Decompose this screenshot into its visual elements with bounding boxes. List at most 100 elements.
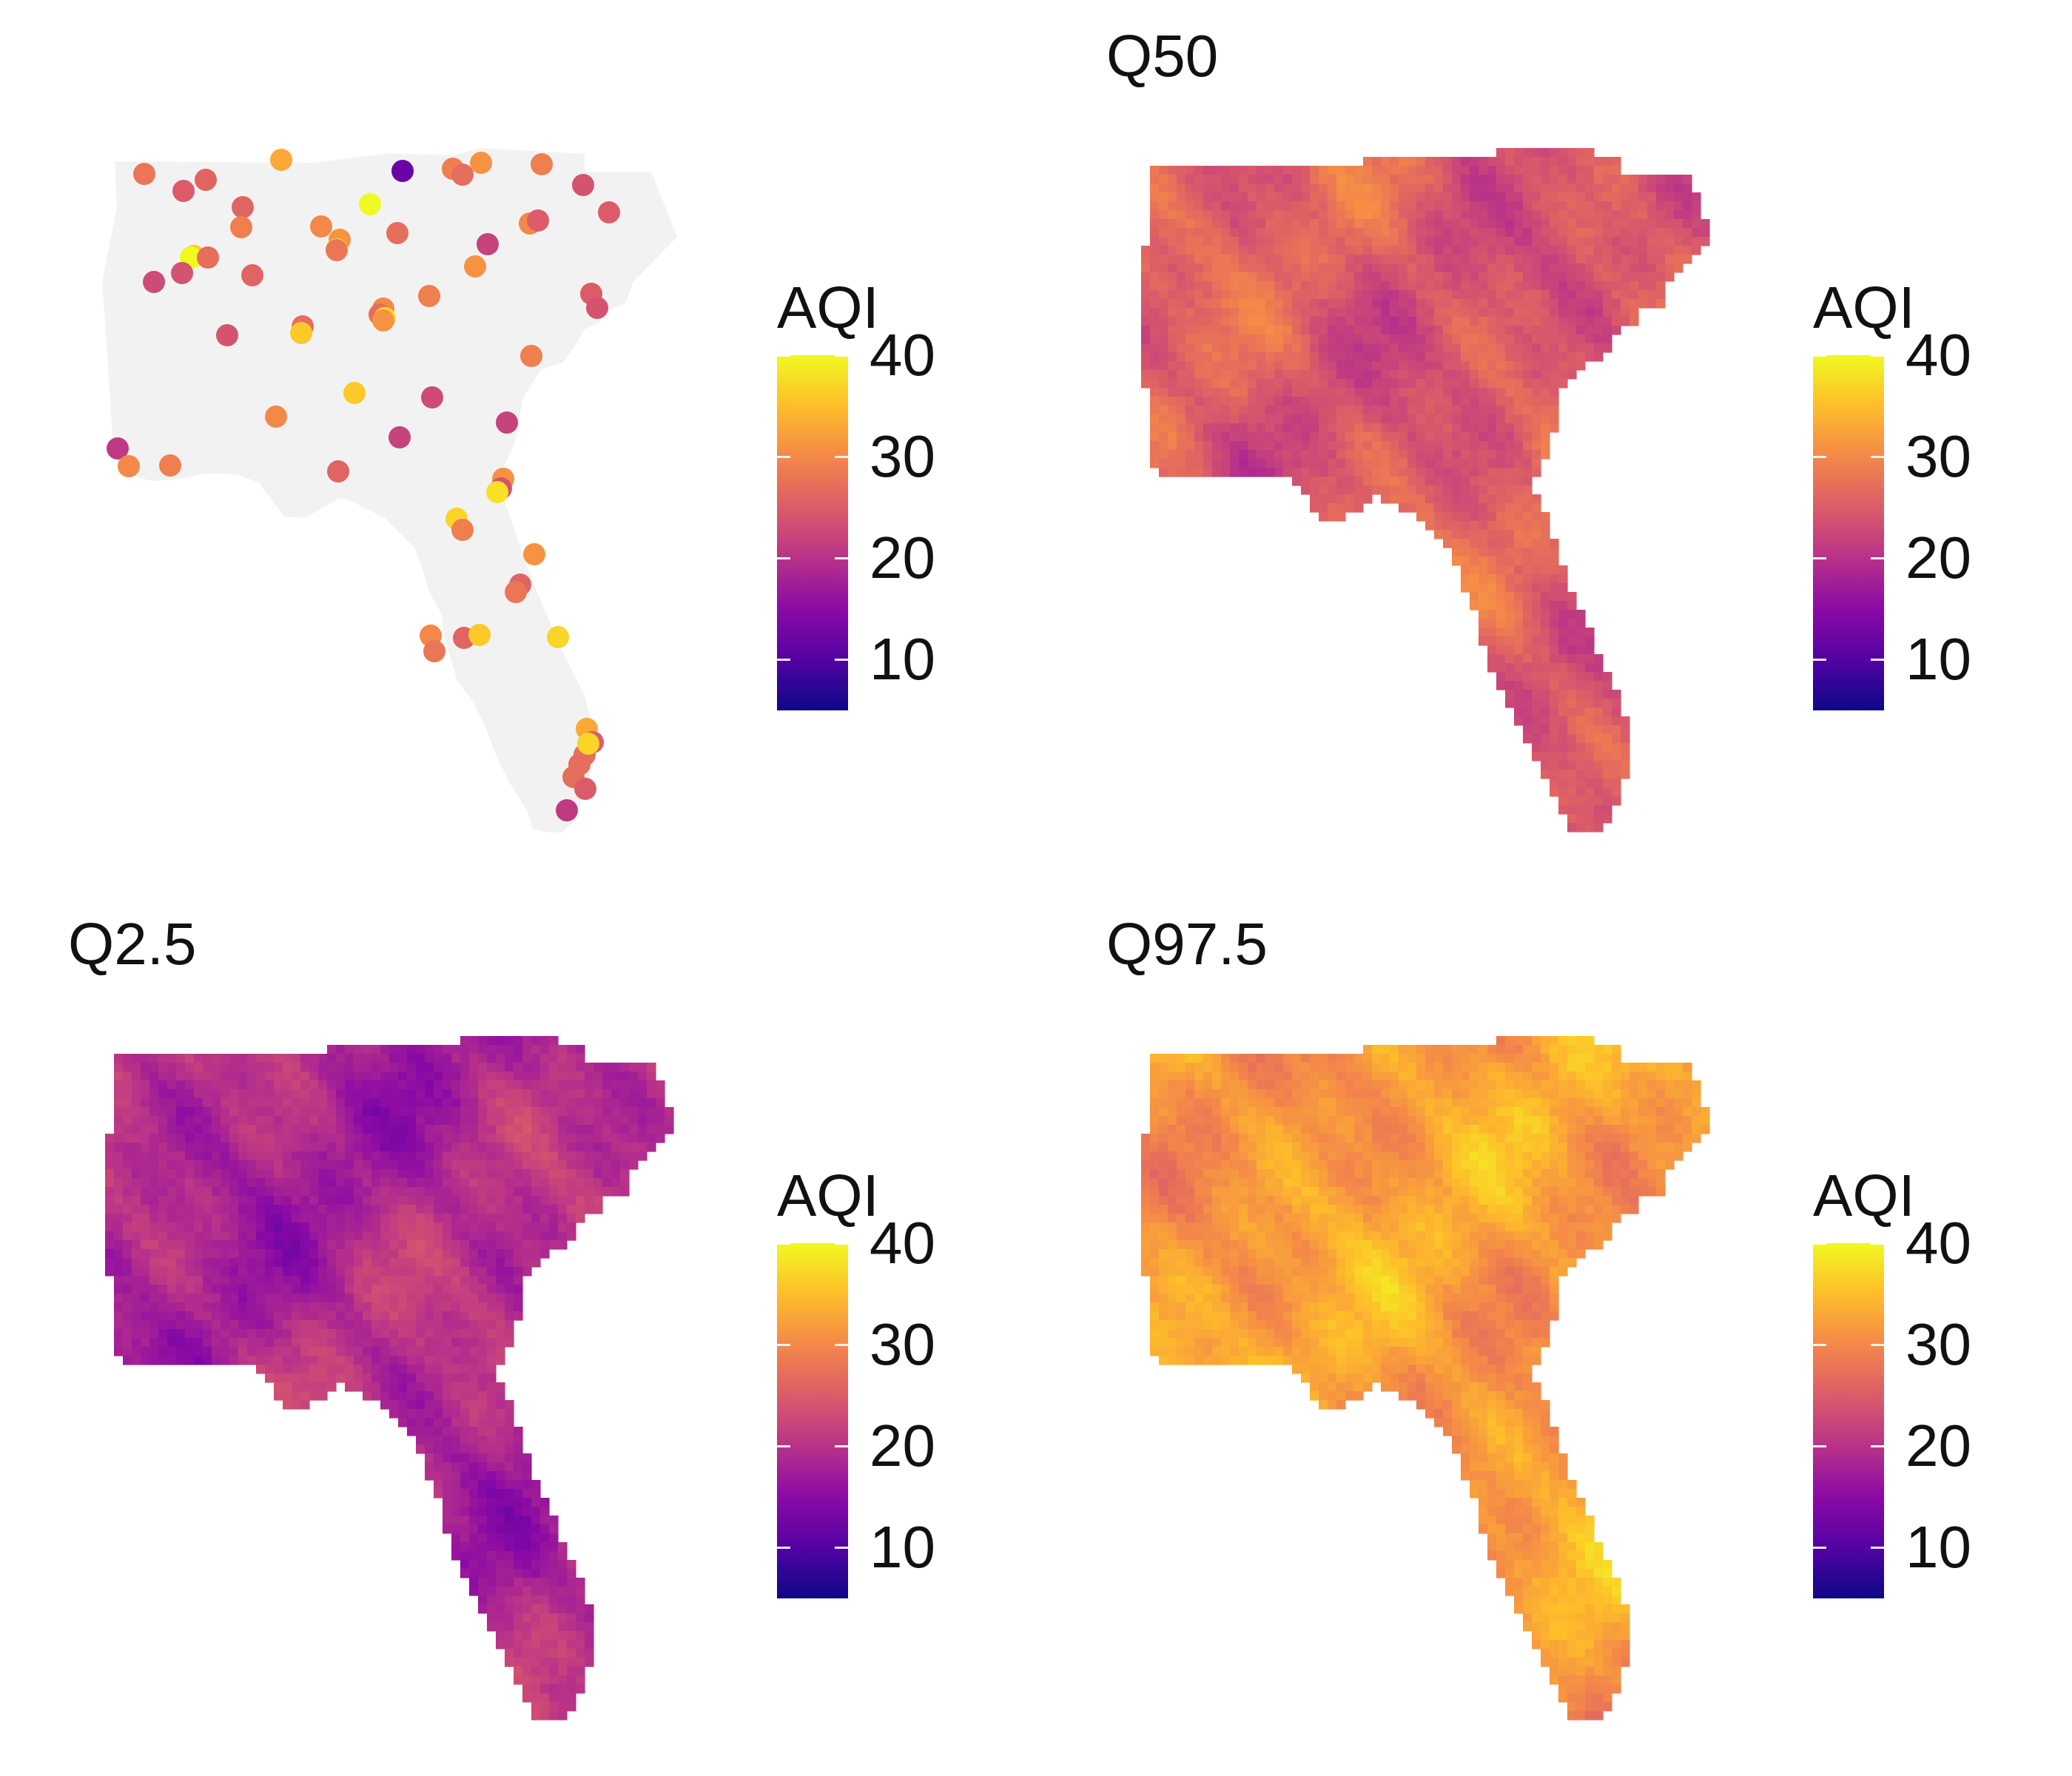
field-cell-2-1306 [292, 1240, 301, 1250]
field-cell-1-170 [1292, 184, 1302, 193]
field-cell-1-6 [1550, 148, 1559, 158]
field-cell-1-1400 [1257, 370, 1266, 380]
field-cell-2-118 [336, 1063, 346, 1072]
field-cell-1-943 [1567, 290, 1577, 300]
field-cell-2-1962 [487, 1365, 497, 1374]
field-cell-2-501 [443, 1116, 452, 1126]
field-cell-2-125 [398, 1063, 408, 1072]
field-cell-2-805 [363, 1160, 372, 1170]
field-cell-1-1844 [1505, 450, 1515, 460]
field-cell-2-2214 [549, 1516, 559, 1525]
field-cell-1-2306 [1514, 699, 1524, 708]
field-cell-2-1703 [425, 1311, 434, 1321]
field-cell-1-1540 [1239, 397, 1248, 406]
field-cell-2-1819 [247, 1338, 257, 1348]
field-cell-2-239 [327, 1080, 337, 1090]
field-cell-2-90 [558, 1054, 568, 1063]
field-cell-1-167 [1265, 184, 1275, 193]
field-cell-2-668 [238, 1143, 248, 1152]
field-cell-1-382 [1532, 210, 1541, 220]
field-cell-1-212 [1665, 184, 1675, 193]
field-cell-1-1393 [1194, 370, 1204, 380]
field-cell-1-841 [1185, 281, 1195, 291]
field-cell-1-182 [1399, 184, 1408, 193]
field-cell-2-2224 [522, 1524, 532, 1534]
field-cell-2-1509 [336, 1276, 346, 1285]
field-cell-2-575 [540, 1125, 550, 1134]
field-cell-1-2397 [1612, 761, 1621, 770]
field-cell-1-632 [1514, 246, 1524, 255]
field-cell-1-1095 [1372, 317, 1382, 326]
field-cell-1-274 [1674, 192, 1684, 202]
field-cell-2-810 [407, 1160, 417, 1170]
field-cell-1-7 [1558, 148, 1568, 158]
field-cell-1-1174 [1576, 326, 1586, 335]
colorbar-tick [1871, 556, 1884, 559]
field-cell-2-502 [451, 1116, 461, 1126]
field-cell-1-2167 [1479, 601, 1488, 610]
field-cell-2-1006 [567, 1187, 576, 1197]
field-cell-2-227 [221, 1080, 230, 1090]
field-cell-2-2411 [531, 1666, 541, 1676]
field-cell-1-2209 [1541, 628, 1550, 637]
field-cell-2-789 [221, 1160, 230, 1170]
field-cell-2-782 [158, 1160, 168, 1170]
field-cell-1-1991 [1328, 494, 1337, 504]
field-cell-1-529 [1168, 237, 1177, 246]
field-cell-1-1782 [1354, 441, 1364, 451]
field-cell-2-2089 [478, 1427, 488, 1436]
field-cell-1-868 [1425, 281, 1435, 291]
field-cell-2-2367 [496, 1631, 505, 1641]
field-cell-1-2294 [1523, 690, 1533, 699]
field-cell-2-252 [443, 1080, 452, 1090]
field-cell-1-1466 [1407, 379, 1417, 388]
field-cell-1-822 [1550, 272, 1559, 282]
field-cell-1-1631 [1230, 414, 1240, 424]
field-cell-2-517 [585, 1116, 594, 1126]
field-cell-2-616 [336, 1134, 346, 1143]
station-point-34 [290, 322, 312, 344]
field-cell-1-1055 [1514, 308, 1524, 317]
field-cell-2-2207 [487, 1516, 497, 1525]
field-cell-2-1540 [203, 1285, 212, 1294]
field-cell-1-2144 [1479, 583, 1488, 593]
field-cell-2-1032 [274, 1196, 283, 1205]
field-cell-2-831 [593, 1160, 603, 1170]
field-cell-1-1009 [1629, 299, 1639, 309]
field-cell-1-1907 [1283, 468, 1293, 477]
field-cell-1-2421 [1585, 787, 1595, 797]
field-cell-2-1544 [238, 1285, 248, 1294]
field-cell-1-117 [1363, 175, 1373, 184]
field-cell-2-975 [292, 1187, 301, 1197]
field-cell-2-586 [638, 1125, 648, 1134]
field-cell-2-778 [123, 1160, 132, 1170]
field-cell-1-1696 [1399, 423, 1408, 433]
field-cell-1-1195 [1283, 334, 1293, 344]
field-cell-2-1731 [265, 1320, 275, 1330]
field-cell-1-1198 [1310, 334, 1319, 344]
field-cell-2-140 [531, 1063, 541, 1072]
field-cell-2-35 [540, 1045, 550, 1054]
field-cell-2-1401 [229, 1258, 239, 1268]
field-cell-1-814 [1479, 272, 1488, 282]
field-cell-1-1603 [1390, 406, 1399, 415]
field-cell-2-2172 [487, 1489, 497, 1498]
field-cell-1-1501 [1301, 388, 1311, 397]
field-cell-1-136 [1532, 175, 1541, 184]
field-cell-1-590 [1141, 246, 1151, 255]
field-cell-2-1150 [327, 1214, 337, 1223]
field-cell-1-1141 [1283, 326, 1293, 335]
field-cell-2-1184 [149, 1222, 159, 1232]
field-cell-2-1275 [487, 1231, 497, 1241]
field-cell-1-1816 [1257, 450, 1266, 460]
field-cell-2-1421 [407, 1258, 417, 1268]
field-cell-1-481 [1301, 228, 1311, 238]
field-cell-1-1855 [1203, 459, 1213, 468]
field-cell-2-282 [158, 1089, 168, 1099]
field-cell-1-418 [1301, 219, 1311, 229]
field-cell-1-1423 [1461, 370, 1470, 380]
field-cell-2-1984 [451, 1373, 461, 1383]
field-cell-1-1441 [1185, 379, 1195, 388]
field-cell-2-818 [478, 1160, 488, 1170]
field-cell-1-2400 [1550, 770, 1559, 779]
